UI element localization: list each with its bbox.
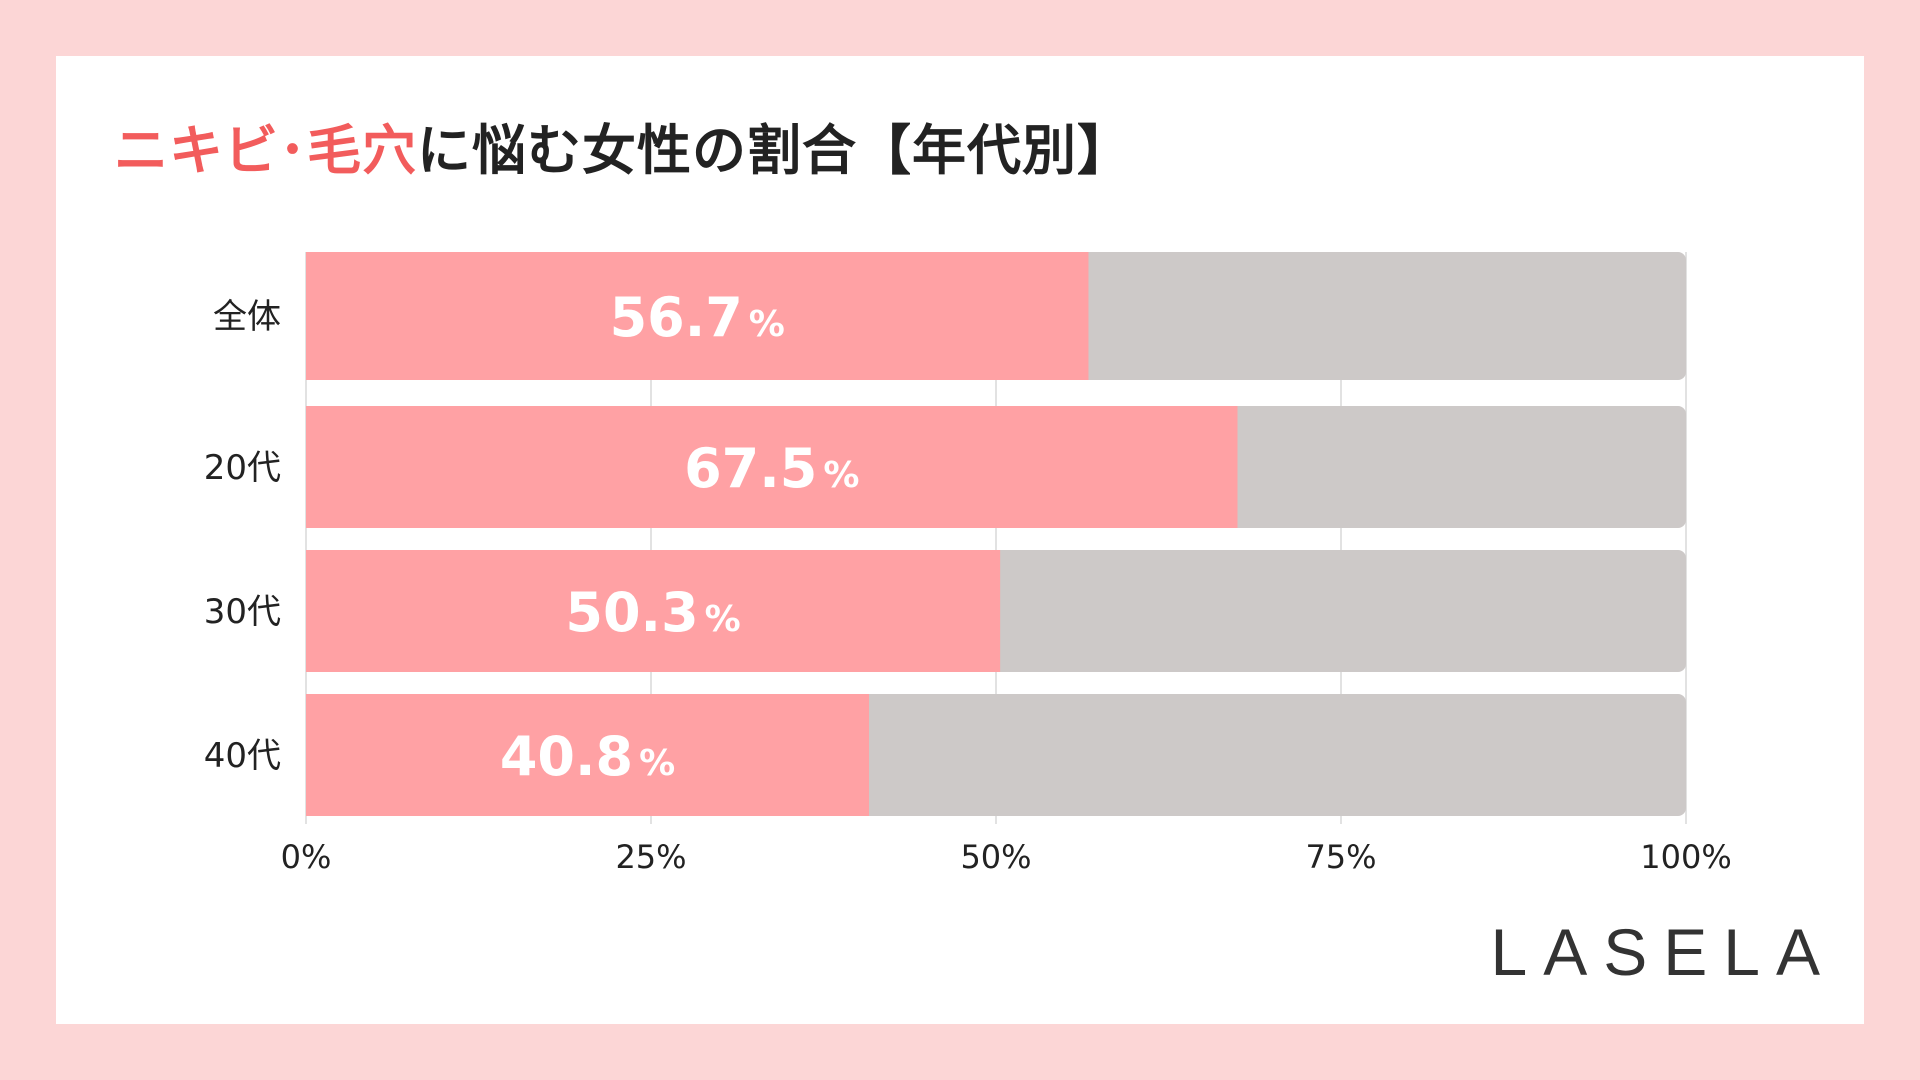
chart-title-rest: に悩む女性の割合【年代別】	[417, 119, 1132, 182]
data-label-value: 50.3	[565, 581, 698, 644]
x-tick-label: 25%	[615, 838, 686, 876]
data-label: 56.7%	[610, 286, 785, 349]
category-label: 20代	[204, 448, 281, 488]
data-label-unit: %	[639, 743, 675, 784]
x-tick-label: 100%	[1640, 838, 1731, 876]
category-label: 30代	[204, 592, 281, 632]
data-label-value: 40.8	[500, 725, 633, 788]
bar-chart: 0% 25% 50% 75% 100%全体 56.7 %20代 67.5 %30代 50.3 %40…	[204, 252, 1732, 876]
bar	[306, 406, 1238, 528]
x-tick-label: 50%	[960, 838, 1031, 876]
data-label-unit: %	[705, 599, 741, 640]
bar	[306, 550, 1001, 672]
data-label-unit: %	[749, 304, 785, 345]
data-label: 50.3%	[565, 581, 740, 644]
data-label-value: 56.7	[610, 286, 743, 349]
x-tick-label: 0%	[281, 838, 332, 876]
bar	[306, 694, 870, 816]
data-label: 40.8%	[500, 725, 675, 788]
x-tick-label: 75%	[1305, 838, 1376, 876]
data-label-value: 67.5	[684, 437, 817, 500]
chart-title: ニキビ･毛穴に悩む女性の割合【年代別】	[114, 106, 1132, 185]
category-label: 40代	[204, 736, 281, 776]
brand-logo: LASELA	[1490, 915, 1836, 989]
data-label-unit: %	[823, 455, 859, 496]
chart-card: ニキビ･毛穴に悩む女性の割合【年代別】 0% 25% 50% 75% 100% 全体 56.…	[56, 56, 1864, 1024]
chart-title-highlight: ニキビ･毛穴	[114, 119, 417, 182]
category-label: 全体	[213, 297, 281, 337]
bar	[306, 252, 1089, 380]
data-label: 67.5%	[684, 437, 859, 500]
